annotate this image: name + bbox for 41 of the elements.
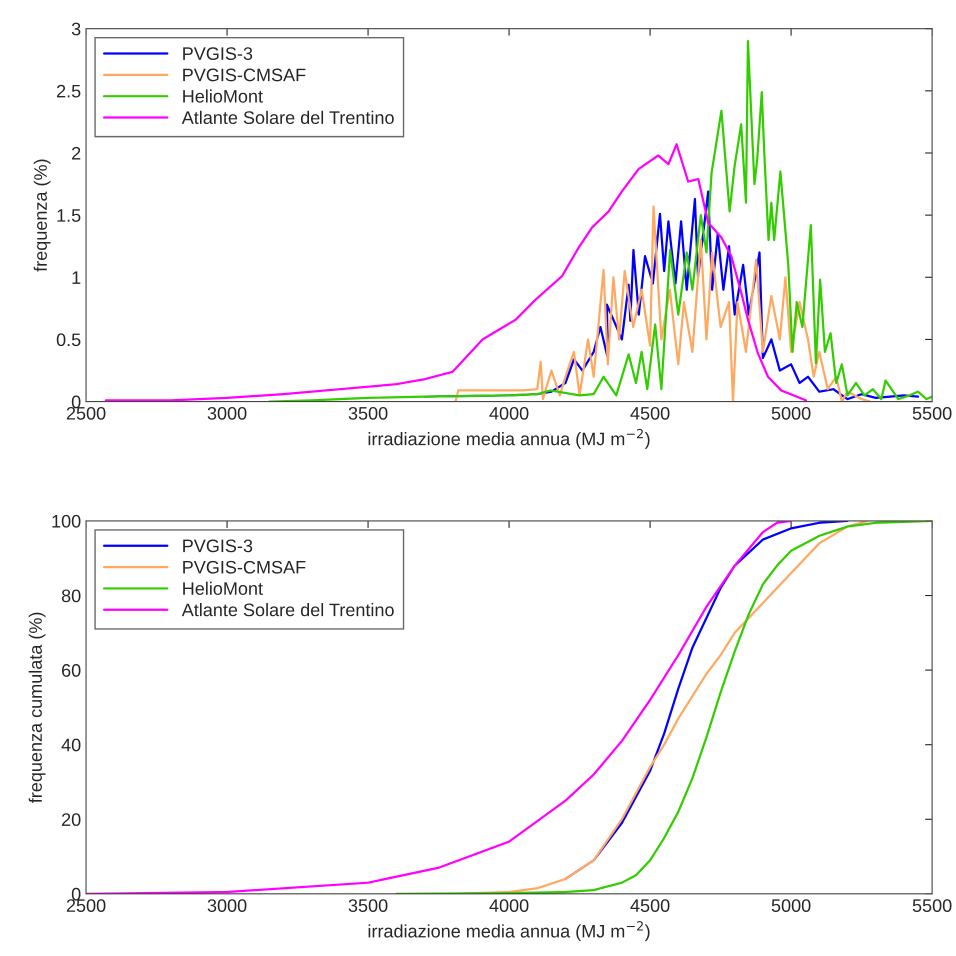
x-tick-label: 3500: [348, 406, 388, 420]
y-tick-label: 2.5: [56, 84, 80, 98]
legend-label: PVGIS-3: [183, 539, 252, 552]
x-tick-label: 3000: [208, 406, 246, 420]
y-tick-label: 0: [72, 888, 80, 901]
x-tick-label: 5500: [912, 899, 952, 912]
x-tick-label: 4000: [489, 406, 528, 420]
y-tick-label: 3: [72, 22, 80, 36]
legend-label: PVGIS-3: [183, 47, 252, 60]
y-tick-label: 1: [72, 271, 80, 284]
x-axis-title: irradiazione media annua (MJ m$^{−2}$): [368, 921, 650, 942]
y-tick-label: 40: [62, 738, 80, 752]
y-tick-label: 60: [62, 664, 80, 677]
y-tick-label: 100: [52, 514, 80, 528]
x-tick-label: 3500: [348, 899, 388, 912]
y-tick-label: 20: [62, 813, 80, 826]
x-axis-title: irradiazione media annua (MJ m$^{−2}$): [368, 428, 650, 449]
legend-label: PVGIS-CMSAF: [183, 68, 306, 82]
y-tick-label: 80: [62, 589, 80, 602]
y-tick-label: 2: [72, 146, 80, 160]
x-tick-label: 3000: [208, 899, 246, 912]
x-tick-label: 2500: [66, 899, 106, 912]
line-series: [104, 143, 808, 402]
x-tick-label: 5000: [772, 406, 810, 420]
x-tick-label: 5500: [912, 406, 952, 420]
line-series: [454, 205, 872, 402]
legend-label: Atlante Solare del Trentino: [182, 603, 394, 616]
x-tick-label: 4500: [630, 406, 670, 420]
legend-label: PVGIS-CMSAF: [183, 560, 306, 574]
legend-label: HelioMont: [183, 582, 263, 595]
legend-label: Atlante Solare del Trentino: [182, 110, 394, 124]
x-tick-label: 4000: [489, 899, 528, 912]
y-tick-label: 0.5: [56, 333, 80, 346]
y-axis-title: frequenza (%): [34, 160, 51, 272]
x-tick-label: 2500: [66, 406, 106, 420]
y-tick-label: 0: [72, 396, 80, 408]
y-axis-title: frequenza cumulata (%): [28, 612, 46, 803]
x-tick-label: 5000: [772, 899, 810, 912]
y-tick-label: 1.5: [57, 209, 80, 222]
x-tick-label: 4500: [630, 899, 670, 912]
legend-label: HelioMont: [183, 89, 263, 103]
